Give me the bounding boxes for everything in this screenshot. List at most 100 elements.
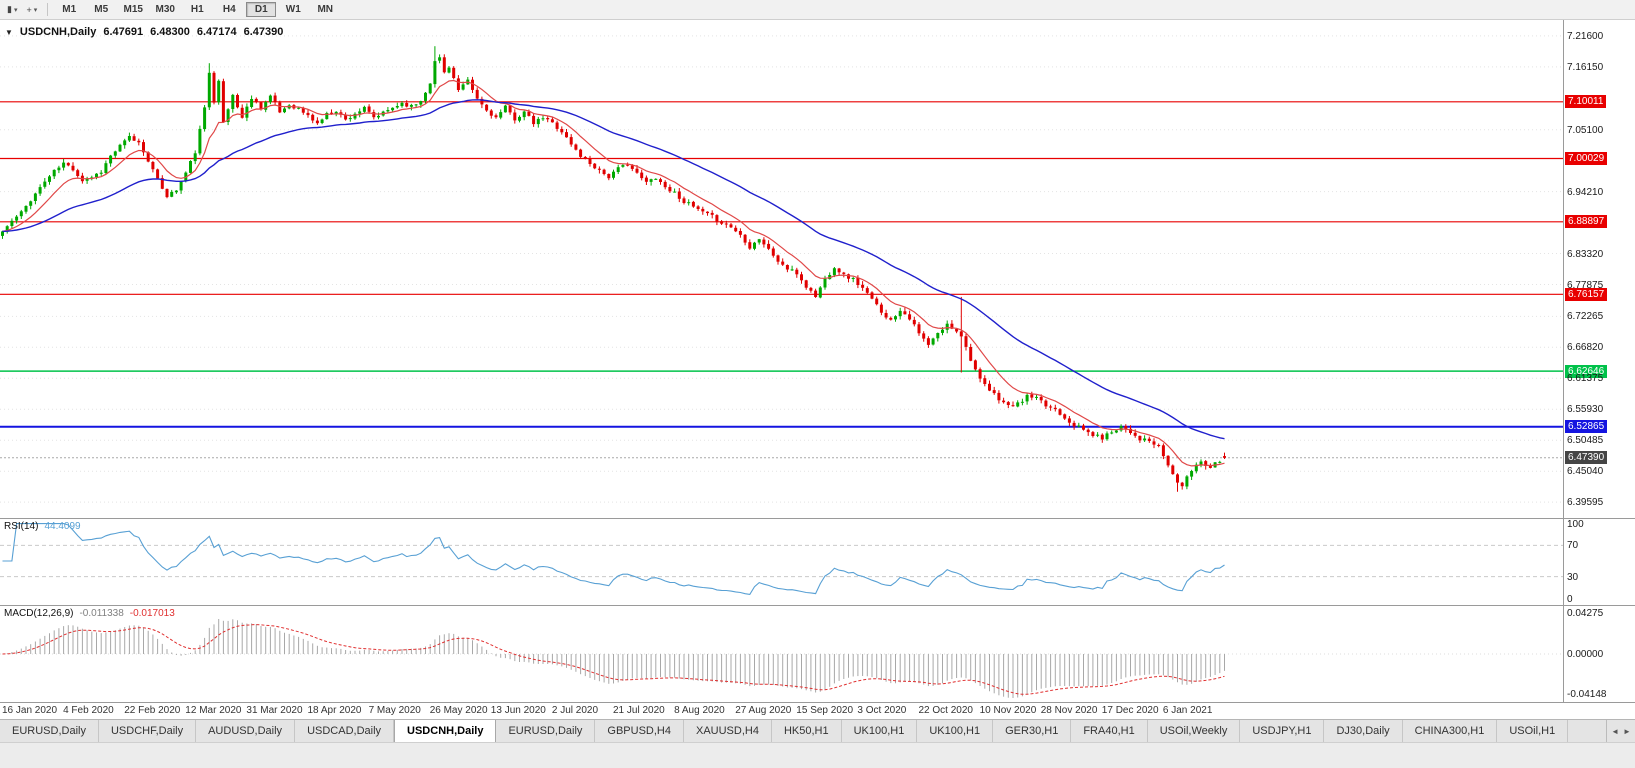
date-label: 16 Jan 2020 [2,705,58,716]
chevron-down-icon: ▾ [33,6,38,14]
date-label: 3 Oct 2020 [857,705,907,716]
date-label: 15 Sep 2020 [796,705,854,716]
date-label: 10 Nov 2020 [979,705,1037,716]
date-label: 28 Nov 2020 [1040,705,1098,716]
moving-average-slow [2,99,1225,440]
date-label: 22 Feb 2020 [124,705,181,716]
chart-tab-eurusd-daily[interactable]: EURUSD,Daily [0,720,99,742]
date-label: 27 Aug 2020 [735,705,792,716]
date-label: 2 Jul 2020 [551,705,599,716]
date-label: 31 Mar 2020 [246,705,303,716]
timeframe-button-m30[interactable]: M30 [155,4,175,15]
timeframe-button-mn[interactable]: MN [317,4,334,15]
price-scale-label: 7.05100 [1567,124,1604,136]
rsi-label: RSI(14) 44.4099 [4,521,81,532]
rsi-name: RSI(14) [4,521,39,532]
current-price-tag: 6.47390 [1565,451,1608,465]
price-panel[interactable]: 7.21600 7.16150 7.10011 7.05100 7.00029 6.942… [0,20,1635,518]
window-bottom-strip [0,742,1635,768]
price-scale-label: 6.39595 [1567,497,1604,509]
date-label: 22 Oct 2020 [918,705,973,716]
timeframe-button-h4[interactable]: H4 [222,4,236,15]
horizontal-level-lines[interactable] [0,101,1563,459]
rsi-scale-label: 70 [1567,540,1579,552]
rsi-line [2,523,1225,595]
toolbar-separator [47,3,49,16]
chart-tab-hk50-h1[interactable]: HK50,H1 [771,720,842,742]
chart-tab-eurusd-daily[interactable]: EURUSD,Daily [496,720,596,742]
scroll-right-icon[interactable]: ► [1623,726,1631,736]
ohlc-open: 6.47691 [103,26,144,38]
macd-panel[interactable]: 0.04275 0.00000 -0.04148 MACD(12,26,9) -0.… [0,606,1635,702]
ohlc-high: 6.48300 [150,26,190,38]
tab-scroll-arrows: ◄ ► [1606,720,1635,742]
rsi-scale-label: 30 [1567,571,1579,583]
crosshair-dropdown[interactable]: + ▾ [22,2,41,18]
timeframe-button-h1[interactable]: H1 [190,4,204,15]
chart-tab-audusd-daily[interactable]: AUDUSD,Daily [196,720,296,742]
chart-symbol-period: USDCNH,Daily [19,26,97,38]
price-scale-label: 6.66820 [1567,342,1604,354]
rsi-canvas[interactable] [0,519,1563,605]
chart-tab-uk100-h1[interactable]: UK100,H1 [841,720,918,742]
symbol-dropdown-icon[interactable]: ▼ [5,27,13,37]
scroll-left-icon[interactable]: ◄ [1611,726,1619,736]
timeframe-button-m1[interactable]: M1 [62,4,77,15]
macd-label: MACD(12,26,9) -0.011338 -0.017013 [4,608,175,619]
chart-tab-dj30-daily[interactable]: DJ30,Daily [1324,720,1403,742]
panel-splitter[interactable] [0,605,1635,606]
blue-level-price-tag: 6.52865 [1565,420,1608,434]
chart-title: ▼ USDCNH,Daily 6.47691 6.48300 6.47174 6… [5,26,283,38]
chart-type-dropdown[interactable]: ▮ ▾ [3,2,21,18]
price-scale-label: 7.16150 [1567,61,1604,73]
date-label: 21 Jul 2020 [613,705,665,716]
price-scale-label: 6.50485 [1567,435,1604,447]
red-level-price-tag: 6.88897 [1565,215,1608,229]
price-axis[interactable]: 7.21600 7.16150 7.10011 7.05100 7.00029 6.942… [1563,20,1635,518]
chart-tab-usdchf-daily[interactable]: USDCHF,Daily [98,720,197,742]
date-label: 4 Feb 2020 [63,705,114,716]
macd-scale-label: 0.00000 [1567,649,1604,660]
macd-signal-line [2,624,1225,695]
rsi-panel[interactable]: 100 70 30 0 RSI(14) 44.4099 [0,519,1635,605]
chart-tab-uk100-h1[interactable]: UK100,H1 [917,720,994,742]
chart-tab-xauusd-h4[interactable]: XAUUSD,H4 [683,720,772,742]
date-label: 13 Jun 2020 [490,705,546,716]
chart-tabs-bar: ◄ ► EURUSD,Daily USDCHF,Daily AUDUSD,Daily… [0,719,1635,742]
chart-toolbar: ▮ ▾ + ▾ M1 M5 M15 M30 H1 H4 D1 W1 MN [0,0,1635,20]
chart-tab-china300-h1[interactable]: CHINA300,H1 [1402,720,1498,742]
panel-splitter[interactable] [0,518,1635,519]
price-gridlines [0,35,1563,503]
price-chart-canvas[interactable] [0,20,1563,518]
price-scale-label: 6.83320 [1567,248,1604,260]
rsi-scale-label: 100 [1567,519,1584,530]
chevron-down-icon: ▾ [13,6,18,14]
date-label: 12 Mar 2020 [185,705,242,716]
candlesticks [1,46,1226,492]
chart-tab-ger30-h1[interactable]: GER30,H1 [993,720,1072,742]
time-axis[interactable]: 16 Jan 2020 4 Feb 2020 22 Feb 2020 12 Mar 2… [0,702,1635,719]
timeframe-button-d1[interactable]: D1 [246,2,277,17]
macd-canvas[interactable] [0,606,1563,702]
date-label: 6 Jan 2021 [1162,705,1213,716]
rsi-value: 44.4099 [44,521,81,532]
date-label: 17 Dec 2020 [1101,705,1159,716]
rsi-scale-label: 0 [1567,594,1573,605]
timeframe-button-w1[interactable]: W1 [285,4,301,15]
macd-axis[interactable]: 0.04275 0.00000 -0.04148 [1563,606,1635,702]
chart-tab-usdcnh-daily[interactable]: USDCNH,Daily [394,720,497,742]
chart-tab-usoil-h1[interactable]: USOil,H1 [1497,720,1569,742]
chart-tab-gbpusd-h4[interactable]: GBPUSD,H4 [595,720,684,742]
macd-histogram [6,619,1225,698]
timeframe-group: M1 M5 M15 M30 H1 H4 D1 W1 MN [53,2,341,17]
chart-tab-fra40-h1[interactable]: FRA40,H1 [1071,720,1148,742]
chart-tab-usoil-weekly[interactable]: USOil,Weekly [1147,720,1241,742]
timeframe-button-m15[interactable]: M15 [123,4,143,15]
chart-tab-usdjpy-h1[interactable]: USDJPY,H1 [1240,720,1325,742]
date-label: 8 Aug 2020 [674,705,725,716]
timeframe-button-m5[interactable]: M5 [94,4,109,15]
rsi-axis[interactable]: 100 70 30 0 [1563,519,1635,605]
price-scale-label: 7.21600 [1567,30,1604,42]
moving-average-fast [2,79,1225,467]
chart-tab-usdcad-daily[interactable]: USDCAD,Daily [295,720,395,742]
